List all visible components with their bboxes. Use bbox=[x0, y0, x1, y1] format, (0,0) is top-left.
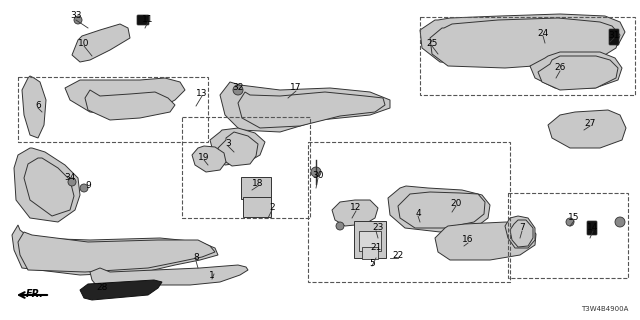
Text: 34: 34 bbox=[64, 173, 76, 182]
Text: 16: 16 bbox=[462, 236, 474, 244]
Circle shape bbox=[336, 222, 344, 230]
Text: 8: 8 bbox=[193, 253, 199, 262]
Polygon shape bbox=[530, 52, 622, 88]
Polygon shape bbox=[510, 220, 533, 247]
Text: T3W4B4900A: T3W4B4900A bbox=[580, 306, 628, 312]
Polygon shape bbox=[388, 186, 490, 232]
Text: 26: 26 bbox=[554, 63, 566, 73]
Circle shape bbox=[311, 167, 321, 177]
Text: 23: 23 bbox=[372, 223, 384, 233]
Polygon shape bbox=[18, 232, 215, 272]
Polygon shape bbox=[332, 200, 378, 226]
Text: 24: 24 bbox=[538, 28, 548, 37]
Bar bbox=[182, 117, 310, 218]
Text: FR.: FR. bbox=[26, 289, 44, 299]
Circle shape bbox=[80, 184, 88, 192]
Bar bbox=[18, 77, 208, 142]
Bar bbox=[508, 193, 628, 278]
Text: 27: 27 bbox=[584, 118, 596, 127]
Bar bbox=[308, 142, 510, 282]
Text: 22: 22 bbox=[392, 251, 404, 260]
Text: 2: 2 bbox=[269, 203, 275, 212]
Polygon shape bbox=[90, 265, 248, 285]
Polygon shape bbox=[85, 90, 175, 120]
Text: 10: 10 bbox=[78, 38, 90, 47]
Text: 13: 13 bbox=[196, 89, 208, 98]
Polygon shape bbox=[220, 82, 390, 132]
Text: 21: 21 bbox=[371, 244, 381, 252]
Text: 28: 28 bbox=[96, 284, 108, 292]
Polygon shape bbox=[538, 56, 618, 90]
Polygon shape bbox=[24, 158, 74, 216]
FancyBboxPatch shape bbox=[587, 221, 597, 235]
Polygon shape bbox=[192, 146, 226, 172]
Text: 3: 3 bbox=[225, 139, 231, 148]
Polygon shape bbox=[12, 225, 218, 275]
FancyBboxPatch shape bbox=[359, 231, 381, 251]
Text: 4: 4 bbox=[415, 209, 421, 218]
Text: 31: 31 bbox=[608, 30, 620, 39]
Text: 33: 33 bbox=[70, 12, 82, 20]
Polygon shape bbox=[398, 192, 485, 228]
Text: 12: 12 bbox=[350, 204, 362, 212]
Polygon shape bbox=[430, 18, 620, 68]
Text: 1: 1 bbox=[209, 271, 215, 281]
Text: 32: 32 bbox=[232, 84, 244, 92]
Text: 20: 20 bbox=[451, 198, 461, 207]
Text: 15: 15 bbox=[568, 213, 580, 222]
Text: 14: 14 bbox=[588, 223, 598, 233]
FancyBboxPatch shape bbox=[241, 177, 271, 199]
Text: 19: 19 bbox=[198, 153, 210, 162]
FancyBboxPatch shape bbox=[609, 29, 619, 45]
Polygon shape bbox=[218, 132, 258, 166]
Polygon shape bbox=[505, 216, 535, 248]
Text: 6: 6 bbox=[35, 100, 41, 109]
Polygon shape bbox=[14, 148, 80, 222]
Polygon shape bbox=[72, 24, 130, 62]
Text: 7: 7 bbox=[519, 223, 525, 233]
Text: 18: 18 bbox=[252, 179, 264, 188]
Circle shape bbox=[566, 218, 574, 226]
Polygon shape bbox=[435, 222, 536, 260]
FancyBboxPatch shape bbox=[243, 197, 271, 217]
Text: 17: 17 bbox=[291, 84, 301, 92]
Circle shape bbox=[74, 16, 82, 24]
Polygon shape bbox=[210, 128, 265, 165]
Polygon shape bbox=[22, 76, 46, 138]
Circle shape bbox=[68, 178, 76, 186]
Polygon shape bbox=[65, 78, 185, 115]
Text: 11: 11 bbox=[142, 15, 154, 25]
FancyBboxPatch shape bbox=[137, 15, 149, 25]
Polygon shape bbox=[238, 92, 385, 128]
Polygon shape bbox=[80, 280, 162, 300]
Text: 30: 30 bbox=[312, 171, 324, 180]
Polygon shape bbox=[420, 14, 625, 66]
FancyBboxPatch shape bbox=[362, 247, 378, 259]
Bar bbox=[420, 17, 635, 95]
Text: 25: 25 bbox=[426, 38, 438, 47]
Circle shape bbox=[233, 85, 243, 95]
FancyBboxPatch shape bbox=[354, 221, 386, 258]
Circle shape bbox=[615, 217, 625, 227]
Polygon shape bbox=[548, 110, 626, 148]
Text: 9: 9 bbox=[85, 180, 91, 189]
Text: 5: 5 bbox=[369, 259, 375, 268]
